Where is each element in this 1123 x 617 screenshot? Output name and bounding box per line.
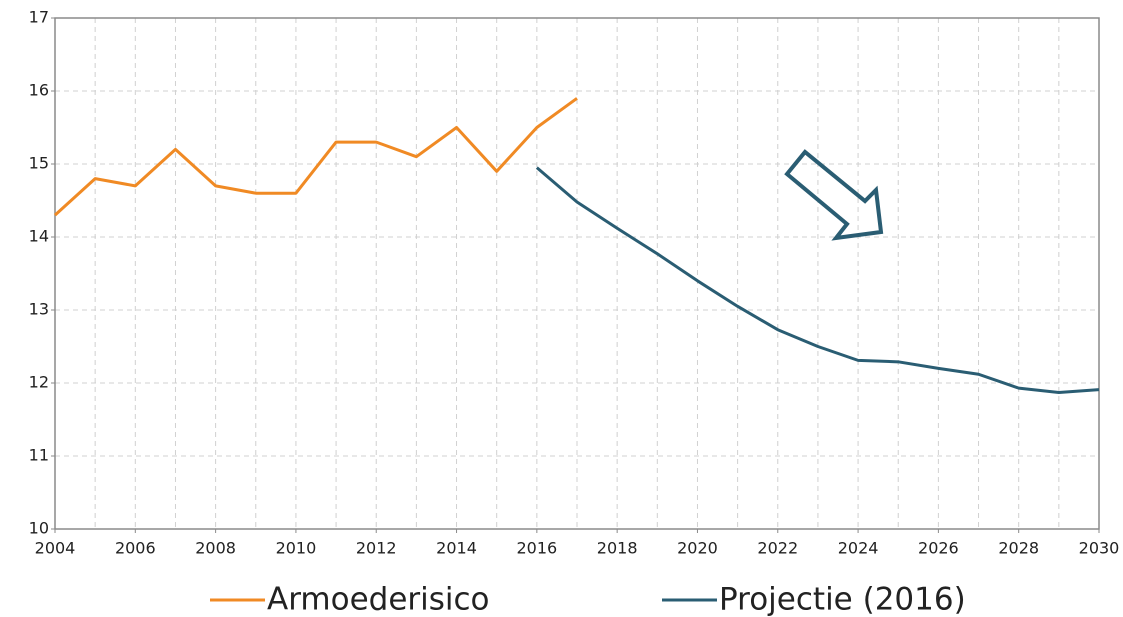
trend-arrow — [784, 149, 884, 241]
x-tick-label: 2006 — [115, 539, 156, 558]
x-tick-label: 2014 — [436, 539, 477, 558]
y-tick-label: 14 — [29, 227, 49, 246]
x-tick-label: 2008 — [195, 539, 236, 558]
x-tick-label: 2020 — [677, 539, 718, 558]
x-tick-label: 2024 — [838, 539, 879, 558]
legend-label: Armoederisico — [267, 582, 490, 617]
y-tick-label: 13 — [29, 300, 49, 319]
x-tick-label: 2026 — [918, 539, 959, 558]
x-tick-label: 2028 — [998, 539, 1039, 558]
x-tick-label: 2004 — [35, 539, 76, 558]
y-tick-label: 17 — [29, 8, 49, 27]
x-tick-label: 2010 — [276, 539, 317, 558]
x-tick-label: 2016 — [516, 539, 557, 558]
series-line — [53, 97, 578, 217]
y-tick-label: 12 — [29, 373, 49, 392]
series-line — [535, 166, 1100, 394]
plot-frame — [54, 17, 1100, 530]
x-tick-label: 2030 — [1079, 539, 1120, 558]
x-tick-label: 2022 — [757, 539, 798, 558]
x-tick-label: 2018 — [597, 539, 638, 558]
y-tick-label: 10 — [29, 519, 49, 538]
x-tick-label: 2012 — [356, 539, 397, 558]
y-tick-label: 11 — [29, 446, 49, 465]
y-tick-label: 15 — [29, 154, 49, 173]
legend-label: Projectie (2016) — [719, 582, 966, 617]
y-tick-label: 16 — [29, 81, 49, 100]
